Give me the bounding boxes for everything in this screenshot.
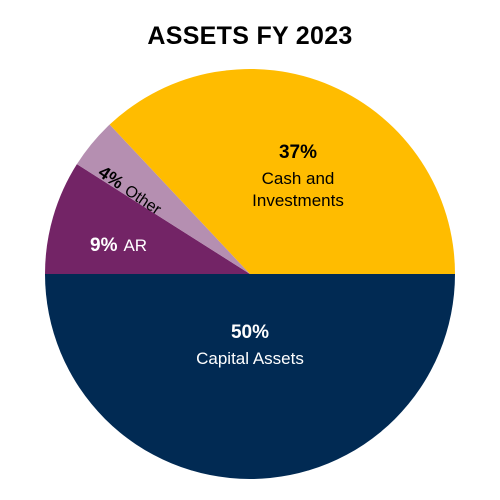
slice-label-cash-name-line1: Cash and: [262, 169, 335, 188]
chart-title: ASSETS FY 2023: [147, 22, 353, 50]
slice-label-ar-name: AR: [123, 236, 147, 255]
pie-slice-other: [76, 124, 250, 274]
slice-label-capital-assets-percent: 50%: [231, 322, 269, 343]
pie-slices: [45, 69, 456, 479]
slice-label-cash-percent: 37%: [279, 142, 317, 163]
slice-label-cash-name-line2: Investments: [252, 191, 344, 210]
slice-label-ar: 9% AR: [90, 235, 147, 256]
pie-slice-cash-and-investments: [109, 69, 456, 274]
slice-label-capital-assets-name: Capital Assets: [196, 349, 304, 368]
pie-slice-ar: [45, 164, 250, 274]
pie-slice-capital-assets: [45, 274, 455, 479]
slice-label-ar-percent: 9%: [90, 235, 118, 256]
